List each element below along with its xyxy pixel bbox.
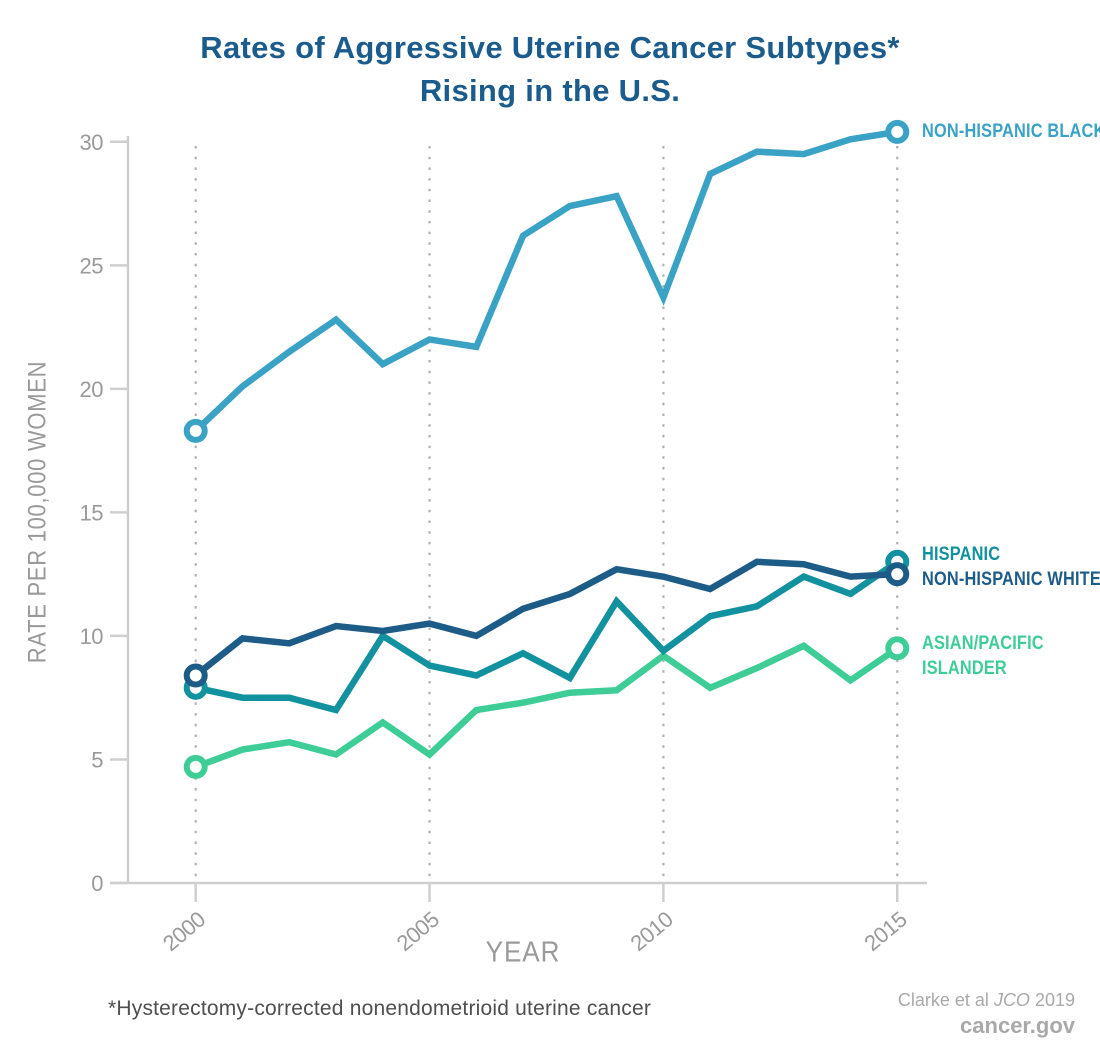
endpoint-marker-asian-pacific-islander — [885, 636, 910, 661]
footnote: *Hysterectomy-corrected nonendometrioid … — [108, 997, 652, 1020]
attribution-authors: Clarke et al — [897, 990, 989, 1010]
attribution-citation: Clarke et al JCO 2019 — [898, 990, 1075, 1011]
chart-title-line1: Rates of Aggressive Uterine Cancer Subty… — [200, 30, 900, 65]
series-label-hispanic: HISPANIC — [922, 544, 1001, 565]
y-axis-title: RATE PER 100,000 WOMEN — [23, 360, 52, 664]
cancer-gov-wordmark: cancer.gov — [960, 1013, 1075, 1038]
y-tick-label: 30 — [80, 130, 104, 155]
series-line-non-hispanic-black — [193, 128, 898, 434]
y-tick-label: 10 — [80, 624, 104, 649]
attribution-year: 2019 — [1034, 990, 1075, 1010]
x-tick-label: 2005 — [392, 907, 444, 956]
series-line-asian-pacific-islander — [194, 642, 900, 770]
attribution-journal: JCO — [993, 990, 1030, 1010]
chart-title-line2: Rising in the U.S. — [419, 73, 681, 108]
chart-title: Rates of Aggressive Uterine Cancer Subty… — [0, 26, 1100, 112]
y-tick-label: 20 — [80, 377, 104, 402]
x-tick-label: 2010 — [626, 907, 678, 956]
x-tick-label: 2000 — [158, 907, 210, 956]
y-tick-label: 0 — [91, 871, 103, 896]
endpoint-marker-non-hispanic-white — [183, 663, 208, 688]
series-label-non-hispanic-white: NON-HISPANIC WHITE — [922, 569, 1100, 590]
x-tick-label: 2015 — [859, 907, 911, 956]
endpoint-marker-asian-pacific-islander — [183, 754, 208, 779]
y-tick-label: 15 — [80, 500, 104, 525]
series-label-non-hispanic-black: NON-HISPANIC BLACK — [922, 121, 1100, 142]
series-label-asian-pacific-islander: ASIAN/PACIFIC ISLANDER — [922, 633, 1044, 679]
endpoint-marker-non-hispanic-white — [885, 562, 910, 587]
endpoint-marker-non-hispanic-black — [183, 418, 208, 443]
y-tick-label: 5 — [91, 747, 103, 772]
x-axis-title: YEAR — [485, 936, 561, 969]
series-line-non-hispanic-white — [193, 558, 898, 679]
y-tick-label: 25 — [80, 253, 104, 278]
endpoint-marker-non-hispanic-black — [885, 119, 910, 144]
series-line-hispanic — [195, 559, 900, 714]
